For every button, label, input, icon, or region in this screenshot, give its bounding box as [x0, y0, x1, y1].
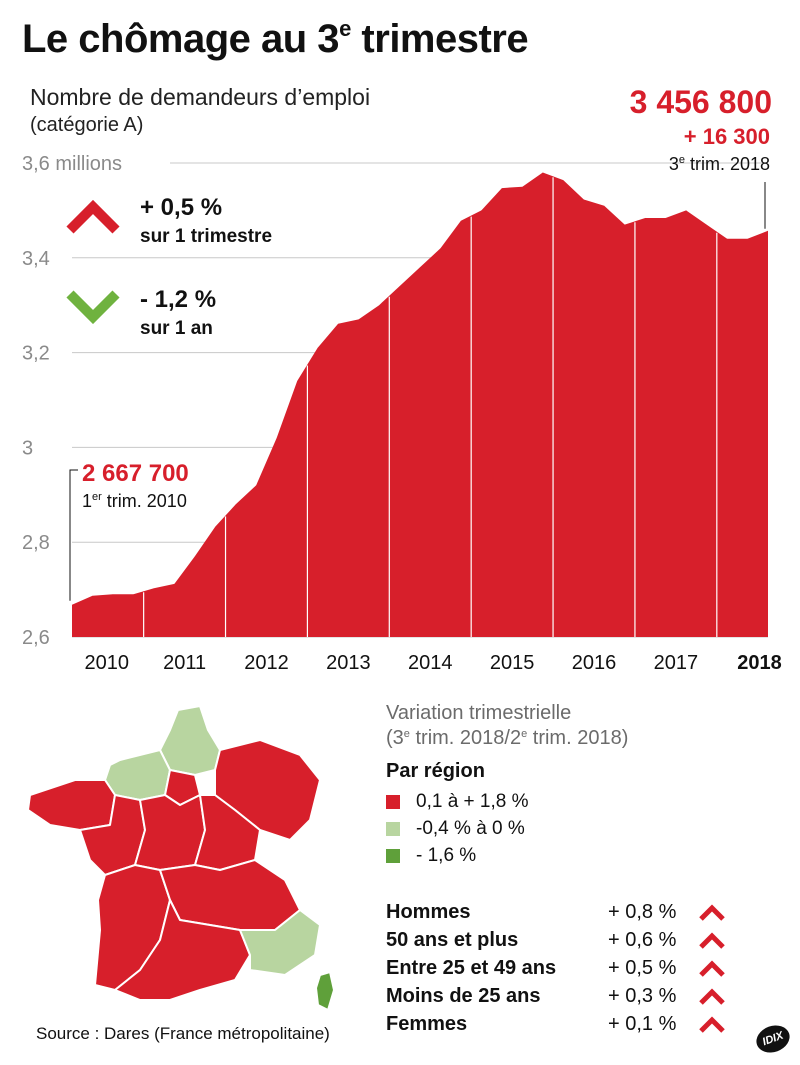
chart-subtitle-category: (catégorie A) — [30, 114, 144, 136]
y-tick-label: 2,6 — [22, 627, 50, 649]
last-period-label: 3e trim. 2018 — [668, 154, 770, 174]
chevron-up-icon — [699, 904, 725, 921]
year-separators — [143, 177, 718, 637]
map-title-line1: Variation trimestrielle — [386, 702, 572, 724]
x-tick-label: 2017 — [654, 652, 699, 674]
legend-heading: Par région — [386, 760, 485, 782]
legend-item-red: 0,1 à + 1,8 % — [386, 790, 529, 814]
legend-item-light-green: -0,4 % à 0 % — [386, 817, 525, 841]
legend-swatch-red — [386, 795, 400, 809]
year-change-period: sur 1 an — [140, 318, 213, 339]
region-normandie — [104, 749, 171, 801]
first-value-leader — [69, 469, 78, 601]
chart-area-series — [71, 172, 769, 637]
region-hauts-de-france — [159, 705, 221, 776]
x-tick-label: 2014 — [408, 652, 453, 674]
y-tick-label: 3 — [22, 437, 33, 459]
region-corse — [315, 971, 335, 1011]
region-bretagne — [27, 779, 116, 831]
chevron-up-icon — [66, 199, 120, 234]
x-tick-label: 2015 — [490, 652, 535, 674]
chevron-down-icon — [66, 290, 120, 324]
chevron-up-icon — [699, 960, 725, 977]
y-axis-ticks: 2,6 2,8 3 3,2 3,4 3,6 millions — [22, 153, 122, 649]
category-row: Hommes + 0,8 % — [386, 901, 736, 929]
category-row: Femmes + 0,1 % — [386, 1013, 736, 1041]
y-tick-label: 3,2 — [22, 343, 50, 365]
unemployment-area-chart: 2,62,833,23,43,6 millions 2010 2011 2012 20… — [22, 153, 782, 674]
page-title: Le chômage au 3e trimestre — [22, 16, 529, 61]
legend-item-green: - 1,6 % — [386, 844, 476, 868]
chevron-up-icon — [699, 932, 725, 949]
x-tick-label: 2010 — [84, 652, 129, 674]
chevron-up-icon — [699, 1016, 725, 1033]
last-delta-label: + 16 300 — [683, 124, 770, 149]
region-paca — [239, 909, 321, 976]
source-note: Source : Dares (France métropolitaine) — [36, 1024, 330, 1043]
x-tick-label: 2018 — [737, 652, 782, 674]
legend-swatch-light-green — [386, 822, 400, 836]
area-series — [72, 172, 768, 637]
y-tick-label: 3,6 millions — [22, 153, 122, 175]
year-change-value: - 1,2 % — [140, 286, 217, 313]
category-row: 50 ans et plus + 0,6 % — [386, 929, 736, 957]
legend-swatch-green — [386, 849, 400, 863]
france-regions-map — [27, 705, 335, 1011]
chevron-up-icon — [699, 988, 725, 1005]
x-axis-ticks: 2010 2011 2012 2013 2014 2015 2016 2017 2018 — [84, 652, 781, 674]
category-row: Moins de 25 ans + 0,3 % — [386, 985, 736, 1013]
x-tick-label: 2016 — [572, 652, 617, 674]
quarter-change-value: + 0,5 % — [140, 194, 223, 221]
map-title-line2: (3e trim. 2018/2e trim. 2018) — [386, 727, 629, 749]
x-tick-label: 2011 — [163, 652, 206, 674]
x-tick-label: 2012 — [244, 652, 289, 674]
annotation-leaders — [69, 182, 766, 601]
idix-logo: IDIX — [752, 1020, 794, 1058]
quarter-change-period: sur 1 trimestre — [140, 226, 273, 247]
y-tick-label: 3,4 — [22, 248, 50, 270]
first-value-label: 2 667 700 — [82, 460, 189, 487]
last-value-label: 3 456 800 — [629, 84, 772, 120]
chart-subtitle: Nombre de demandeurs d’emploi — [30, 84, 371, 110]
y-tick-label: 2,8 — [22, 532, 50, 554]
region-centre — [134, 794, 206, 871]
category-row: Entre 25 et 49 ans + 0,5 % — [386, 957, 736, 985]
first-period-label: 1er trim. 2010 — [82, 491, 187, 511]
x-tick-label: 2013 — [326, 652, 371, 674]
